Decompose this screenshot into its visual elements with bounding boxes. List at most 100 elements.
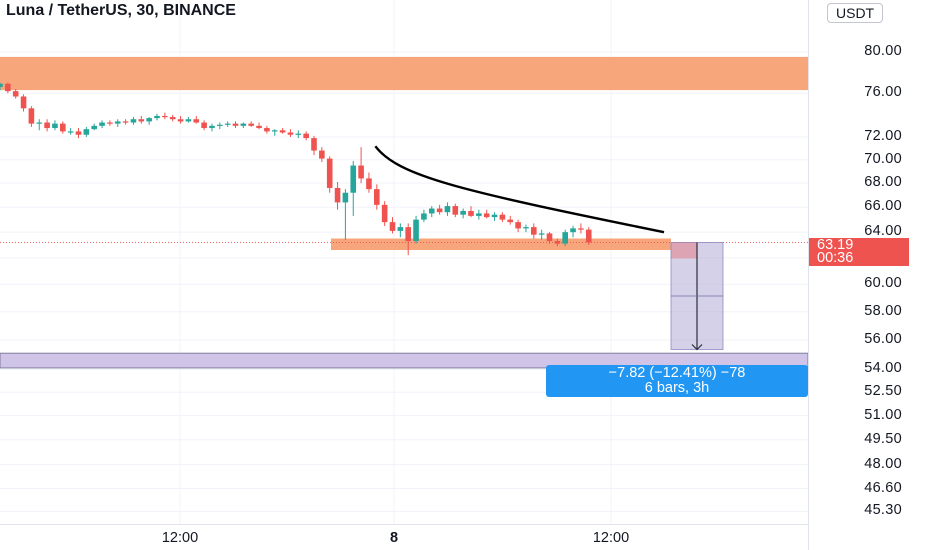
candle-body: [366, 178, 372, 190]
candle-body: [389, 222, 396, 231]
candle-body: [287, 132, 294, 135]
candle-body: [60, 123, 66, 132]
candle-body: [162, 115, 168, 118]
candle-body: [350, 165, 357, 193]
candle-body: [295, 133, 302, 135]
candle-body: [319, 150, 325, 159]
candle-body: [460, 210, 466, 215]
candle-body: [99, 122, 105, 126]
candle-body: [311, 138, 317, 151]
price-tick-label: 58.00: [864, 302, 902, 319]
candle-body: [421, 213, 427, 220]
candle-body: [248, 123, 254, 126]
candle-body: [326, 158, 333, 188]
candle-body: [12, 91, 19, 97]
time-tick-label: 12:00: [592, 530, 630, 546]
candle-body: [491, 214, 498, 218]
candle-body: [303, 133, 309, 139]
candle-body: [122, 121, 129, 123]
price-tick-label: 80.00: [864, 42, 902, 59]
candle-body: [428, 208, 435, 214]
candle-body: [381, 204, 388, 223]
candle-body: [342, 192, 349, 203]
candle-body: [483, 213, 490, 218]
candle-body: [201, 122, 207, 129]
time-tick-label: 8: [389, 530, 399, 546]
candle-body: [28, 108, 35, 124]
candle-body: [538, 233, 545, 235]
candle-body: [177, 119, 184, 122]
candle-body: [224, 123, 231, 125]
candle-body: [405, 227, 411, 242]
candle-body: [585, 229, 592, 243]
candle-body: [578, 228, 584, 230]
candle-body: [75, 131, 82, 135]
last-price-tag: 63.19 00:36: [809, 238, 909, 266]
last-price-value: 63.19: [817, 237, 854, 253]
measure-change: −7.82 (−12.41%) −78: [608, 365, 746, 381]
price-tick-label: 49.50: [864, 430, 902, 447]
candle-body: [130, 119, 137, 123]
price-tick-label: 56.00: [864, 331, 902, 348]
support-zone: [331, 238, 671, 251]
candle-body: [114, 121, 121, 124]
price-tick-label: 52.50: [864, 383, 902, 400]
time-tick-label: 12:00: [161, 530, 199, 546]
candle-body: [20, 96, 27, 109]
candle-body: [44, 122, 50, 129]
chart-title: Luna / TetherUS, 30, BINANCE: [6, 2, 236, 19]
candle-body: [279, 130, 286, 133]
price-tick-label: 54.00: [864, 360, 902, 377]
trend-curve-drawing: [374, 145, 665, 234]
candle-body: [271, 130, 278, 132]
candlestick-chart[interactable]: [0, 0, 808, 524]
measure-arrow-head: [691, 344, 703, 351]
candle-body: [570, 228, 576, 233]
price-tick-label: 45.30: [864, 502, 902, 519]
candle-body: [374, 189, 380, 205]
price-tick-label: 68.00: [864, 174, 902, 191]
candle-body: [240, 123, 247, 126]
candle-body: [476, 213, 482, 216]
candle-body: [36, 122, 43, 124]
candle-body: [232, 123, 239, 126]
price-tick-label: 60.00: [864, 275, 902, 292]
candle-body: [193, 119, 200, 123]
price-tick-label: 76.00: [864, 84, 902, 101]
candle-body: [0, 83, 3, 87]
price-tick-label: 66.00: [864, 198, 902, 215]
candle-body: [436, 208, 443, 213]
chart-pane[interactable]: Luna / TetherUS, 30, BINANCE −7.82 (−12.…: [0, 0, 808, 524]
candle-body: [554, 241, 561, 244]
candle-body: [146, 118, 152, 122]
candle-body: [507, 219, 514, 223]
measure-tooltip: −7.82 (−12.41%) −78 6 bars, 3h: [546, 365, 808, 397]
candle-body: [107, 122, 113, 124]
candle-body: [138, 119, 145, 122]
candle-body: [217, 124, 223, 126]
candle-body: [154, 115, 160, 119]
candle-body: [256, 125, 262, 129]
candle-body: [531, 227, 537, 235]
candle-body: [452, 206, 459, 215]
candle-body: [358, 165, 364, 179]
candle-body: [334, 187, 341, 203]
bar-countdown: 00:36: [817, 250, 854, 266]
measure-start-highlight: [671, 242, 697, 259]
price-tick-label: 46.60: [864, 479, 902, 496]
time-axis[interactable]: 12:00 8 12:00: [0, 524, 808, 550]
candle-body: [468, 210, 474, 216]
price-tick-label: 72.00: [864, 127, 902, 144]
candle-body: [67, 131, 74, 133]
candle-body: [499, 214, 506, 220]
candle-body: [413, 219, 419, 242]
price-axis[interactable]: USDT 80.00 76.00 72.00 70.00 68.00 66.00 64.00…: [808, 0, 932, 550]
measure-bars: 6 bars, 3h: [644, 380, 710, 396]
candle-body: [397, 227, 404, 231]
candle-body: [264, 128, 270, 132]
candle-body: [83, 129, 90, 135]
candle-body: [209, 125, 215, 129]
resistance-zone: [0, 56, 808, 91]
currency-button[interactable]: USDT: [827, 3, 884, 23]
price-tick-label: 48.00: [864, 455, 902, 472]
